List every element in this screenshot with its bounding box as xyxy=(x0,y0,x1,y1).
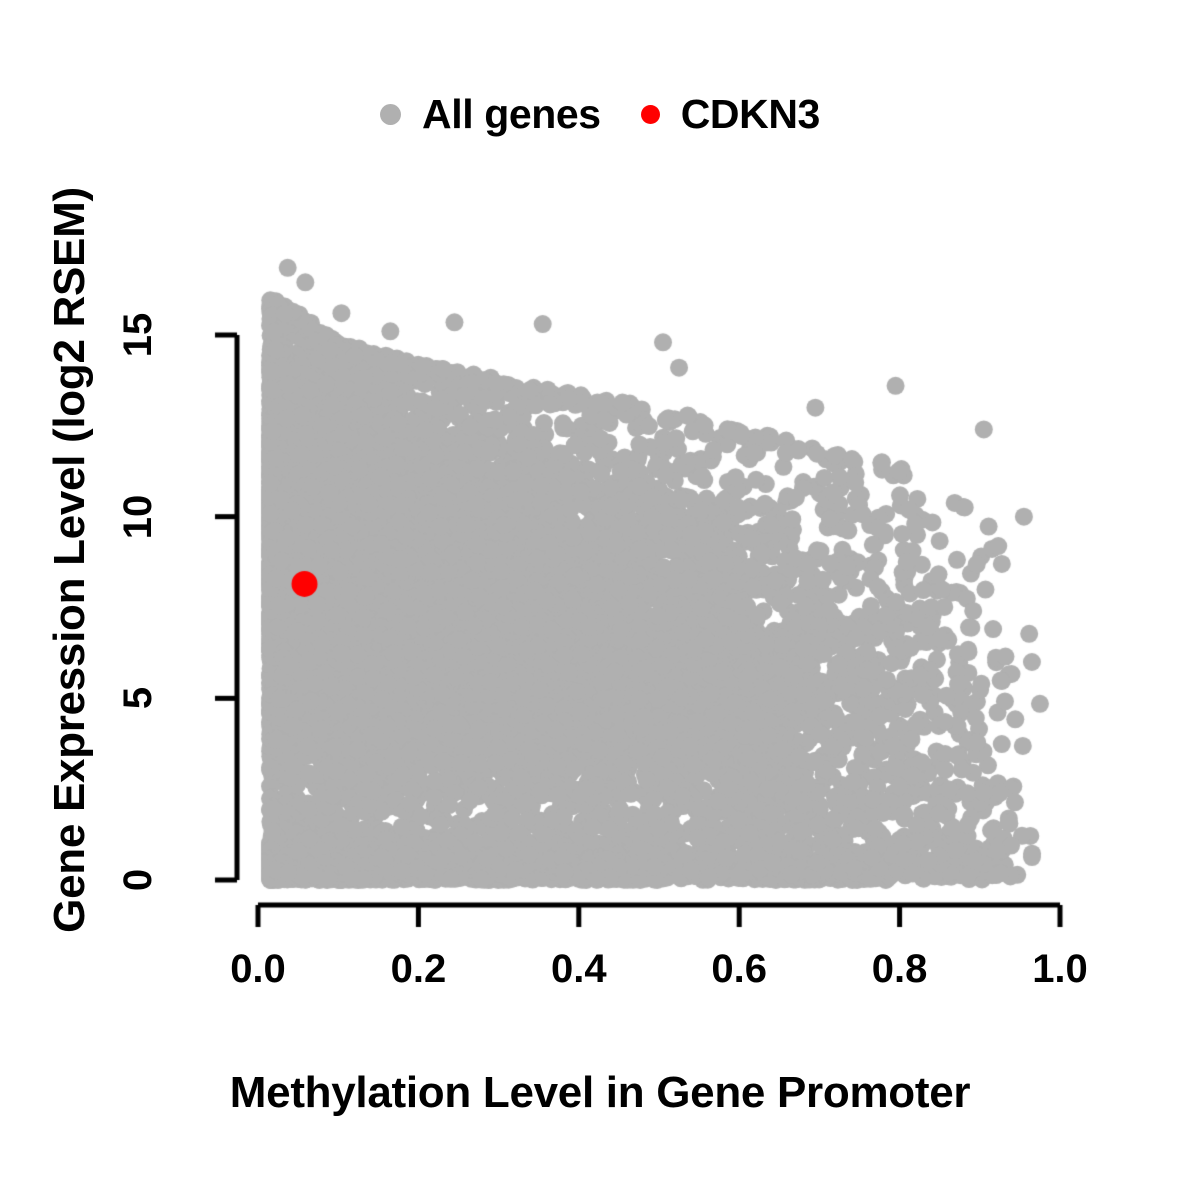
red-dot-icon xyxy=(640,104,660,124)
y-axis-tick-label: 15 xyxy=(116,312,160,358)
y-axis-tick-label: 10 xyxy=(116,494,160,539)
chart-legend: All genes CDKN3 xyxy=(0,86,1200,142)
x-axis-tick-label: 0.2 xyxy=(390,947,447,991)
legend-entry-all-genes: All genes xyxy=(380,90,601,137)
x-axis-tick-label: 0.6 xyxy=(711,947,767,991)
x-axis-tick-label: 0.0 xyxy=(230,947,286,991)
legend-label-all-genes: All genes xyxy=(422,90,601,137)
y-axis-title: Gene Expression Level (log2 RSEM) xyxy=(45,187,94,933)
x-axis-tick-label: 0.8 xyxy=(871,947,928,991)
legend-entry-cdkn3: CDKN3 xyxy=(640,90,821,137)
x-axis-title: Methylation Level in Gene Promoter xyxy=(229,1068,971,1117)
y-axis-tick-label: 5 xyxy=(116,687,160,710)
x-axis-tick-label: 0.4 xyxy=(550,947,607,991)
grey-dot-icon xyxy=(380,103,402,125)
legend-label-cdkn3: CDKN3 xyxy=(680,90,821,137)
y-axis-tick-label: 0 xyxy=(116,868,160,892)
x-axis-tick-label: 1.0 xyxy=(1032,947,1088,991)
